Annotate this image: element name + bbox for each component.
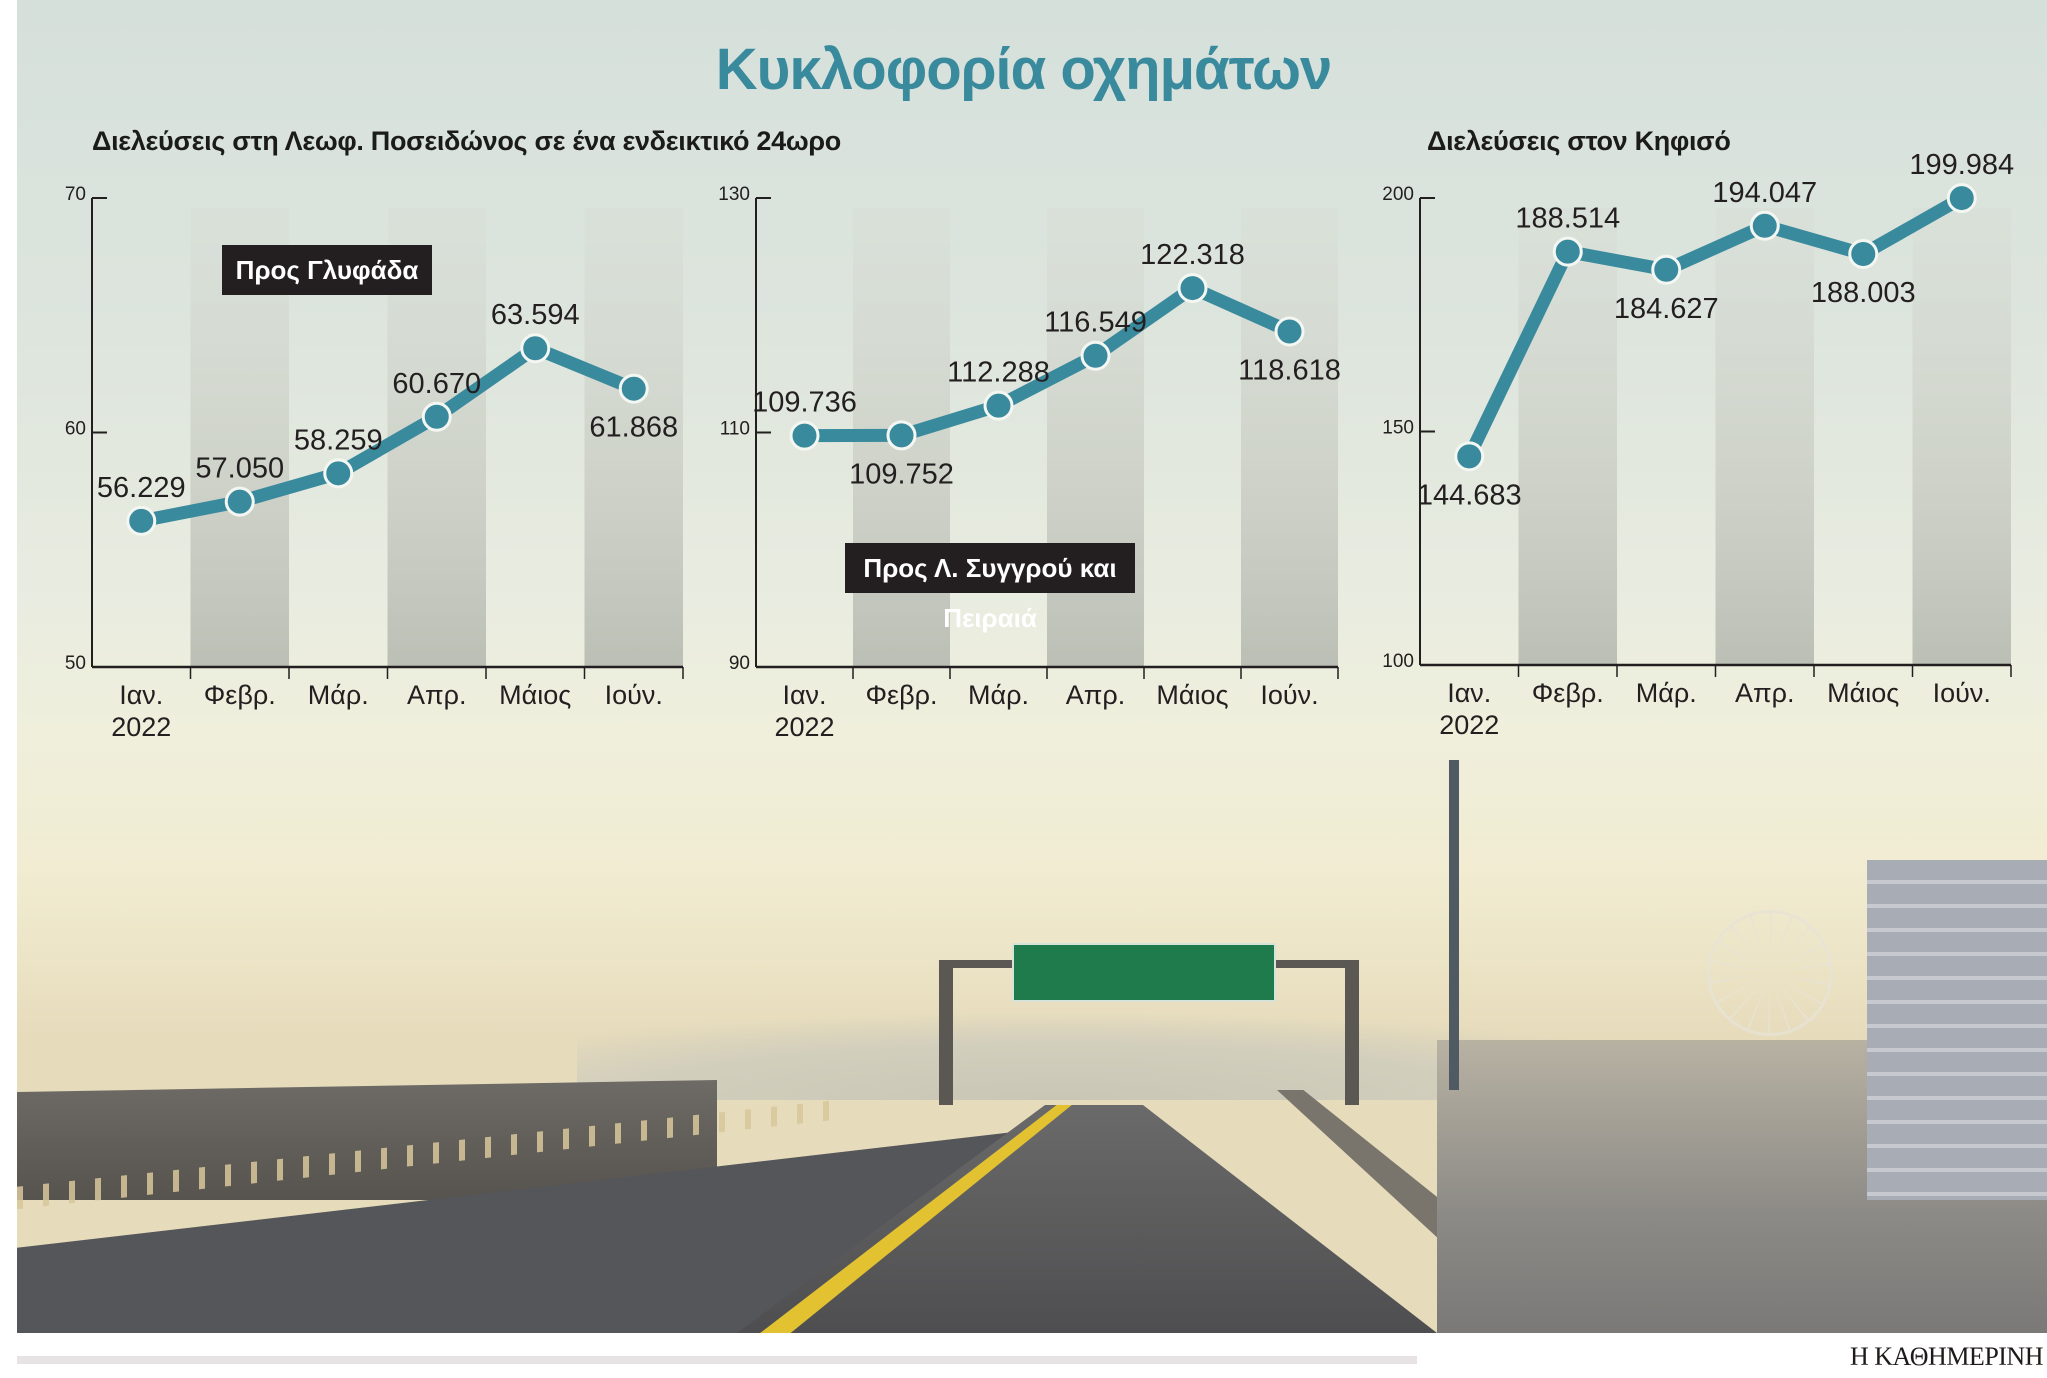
x-category-label: Μάιος [1156,680,1228,710]
data-point [323,458,354,489]
value-label: 122.318 [1140,239,1245,271]
background-photo [17,0,2047,1333]
value-label: 194.047 [1712,177,1817,209]
y-tick-label: 70 [65,184,86,205]
value-label: 118.618 [1238,354,1341,386]
data-point [618,373,649,404]
subtitle-kifisos: Διελεύσεις στον Κηφισό [1427,126,1731,156]
x-category-label: Ιούν. [605,680,663,710]
value-label: 188.003 [1811,277,1916,309]
ferris-wheel [1707,910,1833,1036]
data-point [421,401,452,432]
y-tick-label: 150 [1382,418,1414,439]
value-label: 199.984 [1909,149,2014,181]
data-point [1274,316,1305,347]
x-category-label: Απρ. [407,680,467,710]
column-band [584,208,683,667]
value-label: 109.736 [752,387,857,419]
value-label: 58.259 [294,424,383,456]
data-line [1463,192,1965,460]
y-tick-label: 110 [720,419,750,440]
highway-sign [1012,943,1276,1002]
value-label: 188.514 [1515,203,1620,235]
data-point [1552,236,1583,267]
y-tick-label: 60 [65,419,86,440]
y-tick-label: 100 [1382,651,1414,672]
gantry-pole-right [1345,960,1359,1105]
data-point [1651,254,1682,285]
data-point [1848,239,1879,270]
x-category-label: Απρ. [1735,678,1795,708]
x-category-label: Ιαν. [1447,678,1491,708]
x-category-label: Ιαν. [119,680,163,710]
year-label: 2022 [774,712,834,742]
x-category-label: Μάιος [499,680,571,710]
x-category-label: Μάιος [1827,678,1899,708]
data-point [1454,441,1485,472]
data-point [520,333,551,364]
page-title: Κυκλοφορία οχημάτων [715,37,1332,102]
value-label: 112.288 [947,357,1050,389]
value-label: 109.752 [849,458,954,490]
year-label: 2022 [1439,710,1499,740]
x-category-label: Φεβρ. [866,680,938,710]
data-point [1749,210,1780,241]
footer-divider [17,1356,1417,1364]
value-label: 56.229 [97,472,186,504]
value-label: 60.670 [392,368,481,400]
subtitle-poseidonos: Διελεύσεις στη Λεωφ. Ποσειδώνος σε ένα ε… [92,126,841,156]
data-point [886,420,917,451]
x-category-label: Μάρ. [1636,678,1697,708]
x-category-label: Απρ. [1066,680,1126,710]
value-label: 57.050 [195,453,284,485]
annotation-glyfada: Προς Γλυφάδα [222,245,432,295]
column-band [1715,208,1814,665]
x-category-label: Ιούν. [1933,678,1991,708]
data-point [983,390,1014,421]
x-category-label: Μάρ. [308,680,369,710]
value-label: 184.627 [1614,293,1719,325]
data-point [1946,183,1977,214]
data-line [140,341,637,528]
y-tick-label: 90 [729,653,750,674]
x-category-label: Φεβρ. [204,680,276,710]
brand-logo: Η ΚΑΘΗΜΕΡΙΝΗ [1850,1342,2044,1371]
y-tick-label: 130 [718,184,750,205]
gantry-pole-left [939,965,953,1105]
data-line [804,281,1293,443]
annotation-syngrou-peiraia: Προς Λ. Συγγρού και Πειραιά [845,543,1135,633]
value-label: 116.549 [1044,307,1147,339]
column-band [1518,208,1617,665]
column-band [1912,208,2011,665]
column-band [1241,208,1338,667]
value-label: 144.683 [1417,479,1522,511]
y-tick-label: 200 [1382,184,1414,205]
data-point [1080,340,1111,371]
data-point [224,486,255,517]
data-point [1177,273,1208,304]
data-point [789,420,820,451]
value-label: 63.594 [491,299,580,331]
building-right [1867,860,2047,1200]
data-point [126,505,157,536]
x-category-label: Μάρ. [968,680,1029,710]
x-category-label: Φεβρ. [1532,678,1604,708]
year-label: 2022 [111,712,171,742]
y-tick-label: 50 [65,653,86,674]
x-category-label: Ιούν. [1260,680,1318,710]
x-category-label: Ιαν. [782,680,826,710]
value-label: 61.868 [589,412,678,444]
tower [1449,760,1459,1090]
